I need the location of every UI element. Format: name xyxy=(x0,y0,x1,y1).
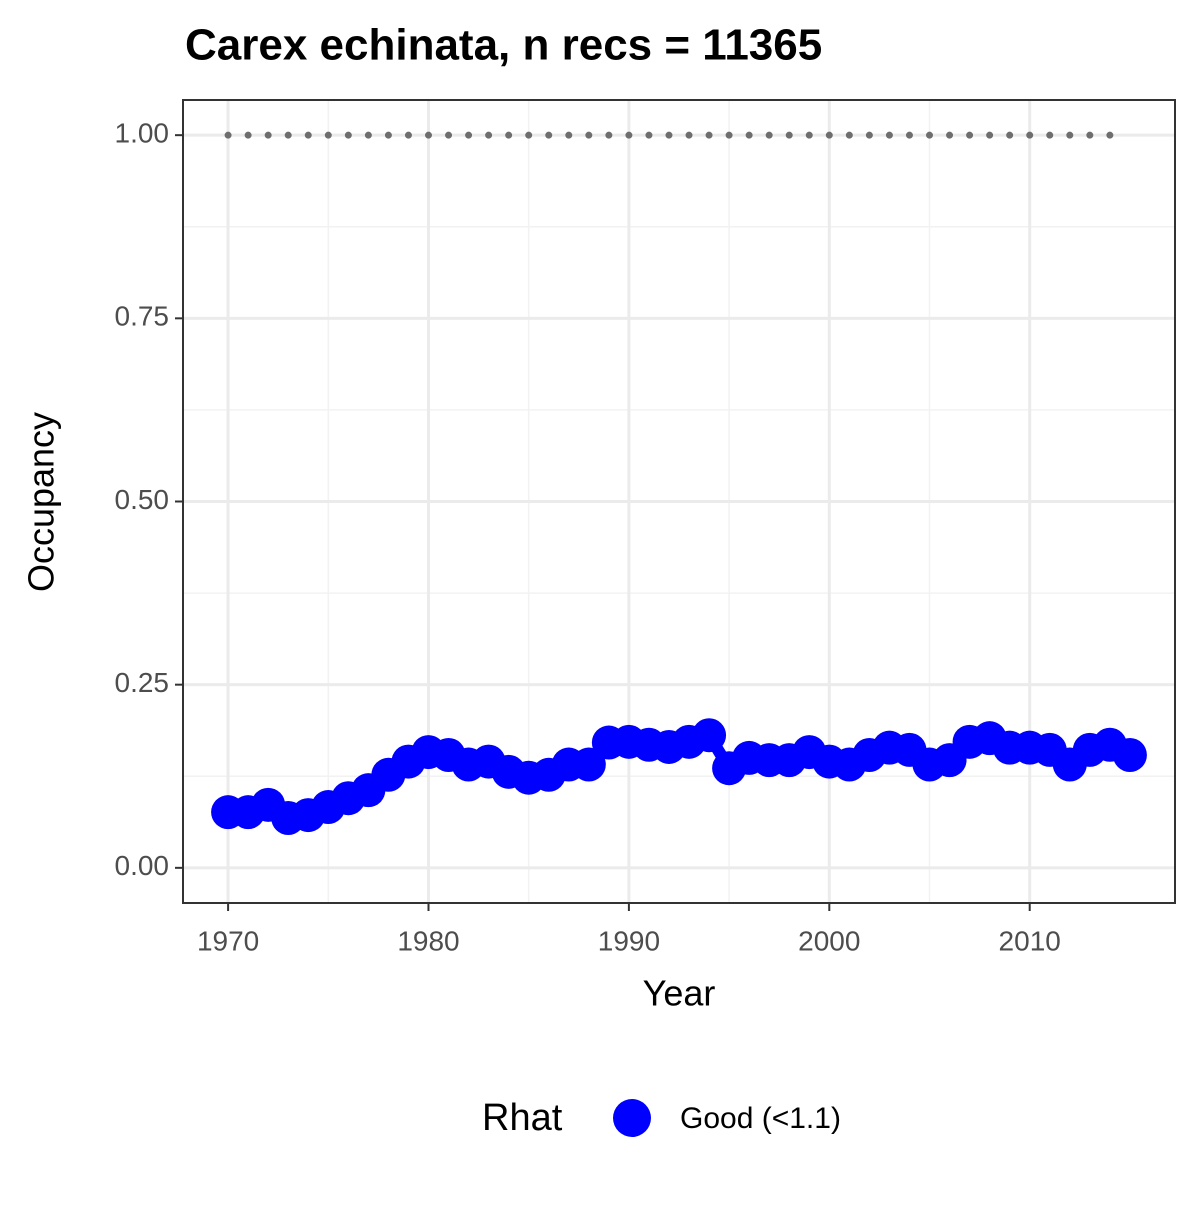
point xyxy=(571,747,606,782)
y-tick-label: 0.25 xyxy=(115,667,170,698)
legend-title: Rhat xyxy=(482,1097,563,1139)
x-axis-title: Year xyxy=(643,973,716,1014)
chart-title: Carex echinata, n recs = 11365 xyxy=(185,21,822,70)
x-tick-label: 1970 xyxy=(197,925,259,956)
y-tick-label: 0.50 xyxy=(115,484,170,515)
plot-border xyxy=(182,99,1176,904)
x-tick-label: 1980 xyxy=(397,925,459,956)
x-tick-label: 2000 xyxy=(798,925,860,956)
y-tick-label: 0.75 xyxy=(115,301,170,332)
x-tick-label: 1990 xyxy=(598,925,660,956)
y-axis-title: Occupancy xyxy=(21,412,62,592)
y-tick-label: 0.00 xyxy=(115,850,170,881)
legend-marker xyxy=(613,1099,651,1137)
point xyxy=(1112,738,1147,773)
legend-label: Good (<1.1) xyxy=(680,1102,841,1135)
point xyxy=(692,718,727,753)
x-tick-label: 2010 xyxy=(999,925,1061,956)
y-tick-label: 1.00 xyxy=(115,118,170,149)
